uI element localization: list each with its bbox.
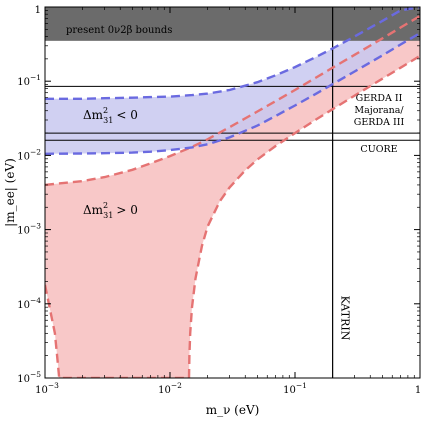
experiment-label-0: GERDA II (356, 93, 403, 104)
region-label-1: Δm2 31 > 0 (83, 201, 138, 220)
katrin-label: KATRIN (339, 296, 352, 341)
inverted-ordering-band (45, 7, 420, 154)
normal-ordering-band (45, 16, 420, 378)
y-tick-label: 10−4 (17, 296, 41, 311)
y-tick-label: 10−5 (17, 370, 41, 385)
y-tick-label: 10−2 (17, 147, 41, 162)
x-tick-label: 10−2 (158, 381, 182, 396)
x-tick-label: 10−1 (283, 381, 307, 396)
y-tick-label: 1 (35, 5, 41, 16)
normal-lower-curve-right (187, 54, 420, 378)
x-tick-label: 1 (415, 385, 421, 396)
normal-upper-curve (45, 14, 420, 187)
curve-lines (45, 7, 420, 378)
y-tick-label: 10−1 (17, 73, 41, 88)
annotations: 10−3 10−2 10−1 1 10−5 10−4 10−3 10−2 10−1 1 m_ν (e… (3, 5, 421, 417)
shaded-regions (45, 7, 420, 378)
experiment-label-1: Majorana/GERDA III (354, 105, 405, 128)
inverted-lower-curve (45, 32, 420, 155)
experiment-label-2: CUORE (360, 144, 397, 155)
y-tick-label: 10−3 (17, 222, 41, 237)
inverted-upper-curve (45, 7, 420, 100)
region-label-0: Δm2 31 < 0 (83, 106, 138, 125)
y-axis-label: |m_ee| (eV) (3, 158, 17, 227)
excluded-band-label: present 0ν2β bounds (66, 25, 172, 36)
axes (44, 6, 421, 379)
plot-frame (44, 6, 421, 379)
x-tick-label: 10−3 (35, 381, 59, 396)
x-axis-label: m_ν (eV) (206, 403, 260, 417)
